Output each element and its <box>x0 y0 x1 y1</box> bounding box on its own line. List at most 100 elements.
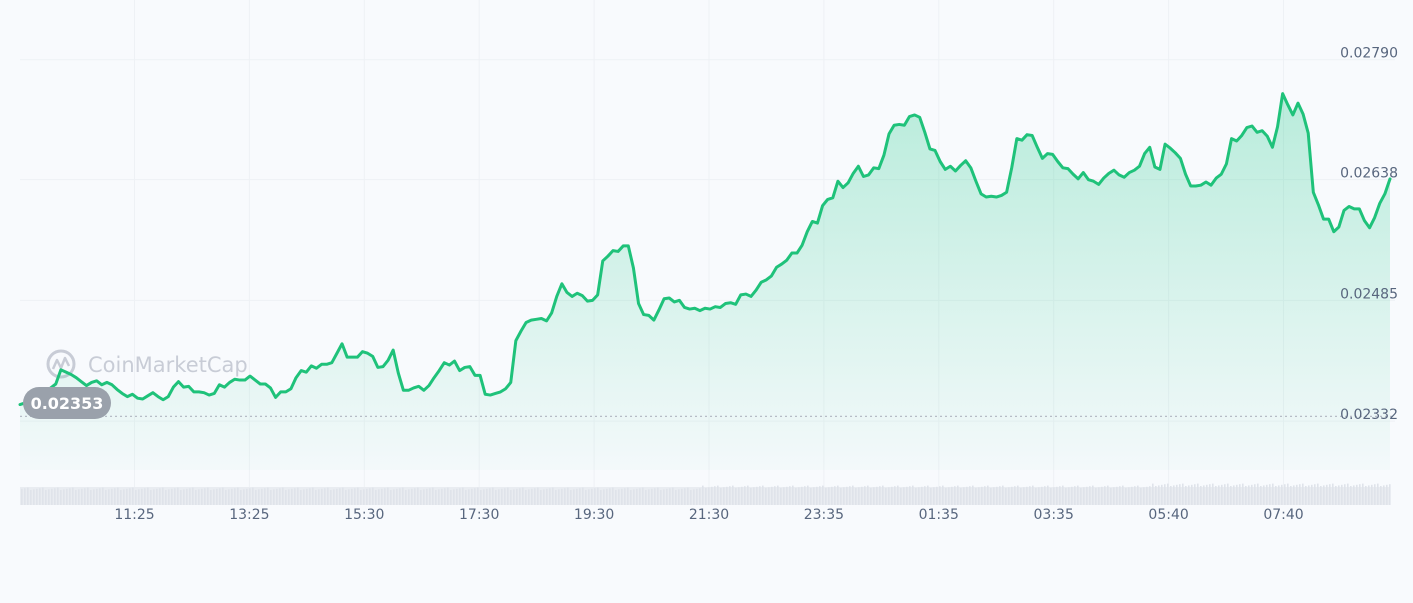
volume-bar <box>1350 486 1352 505</box>
volume-bar <box>942 485 944 505</box>
volume-bar <box>1191 484 1193 505</box>
volume-bar <box>1101 486 1103 505</box>
volume-bar <box>675 490 677 505</box>
volume-bar <box>1299 484 1301 505</box>
volume-bar <box>210 490 212 505</box>
volume-bar <box>630 490 632 505</box>
volume-bar <box>390 490 392 505</box>
volume-bar <box>153 489 155 505</box>
volume-bar <box>768 487 770 505</box>
volume-bar <box>552 487 554 505</box>
volume-bar <box>399 488 401 505</box>
x-tick-label: 15:30 <box>344 507 384 523</box>
volume-bar <box>75 490 77 505</box>
volume-bar <box>171 488 173 505</box>
volume-bar <box>420 490 422 505</box>
volume-bar <box>696 488 698 505</box>
volume-bar <box>1119 486 1121 505</box>
volume-bar <box>1311 484 1313 505</box>
volume-bar <box>567 487 569 505</box>
volume-bar <box>948 487 950 505</box>
volume-bar <box>444 488 446 505</box>
volume-bar <box>237 487 239 505</box>
volume-bar <box>483 489 485 505</box>
volume-bar <box>795 488 797 505</box>
volume-bar <box>912 485 914 505</box>
volume-bar <box>777 485 779 505</box>
volume-bar <box>1287 483 1289 505</box>
volume-bar <box>642 487 644 505</box>
volume-bar <box>276 488 278 505</box>
volume-bar <box>255 490 257 505</box>
volume-bar <box>1146 486 1148 505</box>
volume-bar <box>375 490 377 505</box>
volume-bar <box>1284 484 1286 505</box>
volume-bar <box>666 488 668 505</box>
x-tick-label: 13:25 <box>229 507 269 523</box>
volume-bar <box>1071 486 1073 505</box>
volume-bar <box>636 488 638 505</box>
volume-bar <box>1092 485 1094 505</box>
volume-bar <box>468 489 470 505</box>
volume-bar <box>840 488 842 505</box>
volume-bar <box>1143 487 1145 505</box>
volume-bar <box>594 488 596 505</box>
volume-bar <box>414 488 416 505</box>
volume-bar <box>525 490 527 505</box>
x-tick-label: 21:30 <box>689 507 729 523</box>
volume-bar <box>930 488 932 505</box>
volume-bar <box>114 488 116 505</box>
volume-bar <box>1344 484 1346 505</box>
volume-bar <box>981 486 983 505</box>
volume-bar <box>546 488 548 505</box>
volume-bar <box>1383 485 1385 505</box>
volume-bar <box>549 488 551 505</box>
volume-bar <box>612 487 614 505</box>
volume-bar <box>285 490 287 505</box>
volume-bar <box>21 488 23 505</box>
y-tick-label: 0.02790 <box>1340 46 1398 62</box>
volume-bar <box>1239 484 1241 505</box>
volume-bar <box>177 487 179 505</box>
volume-bar <box>312 487 314 505</box>
coinmarketcap-watermark: CoinMarketCap <box>46 349 248 379</box>
volume-bar <box>1338 485 1340 505</box>
volume-bar <box>1155 486 1157 505</box>
volume-bar <box>861 486 863 505</box>
volume-bar <box>447 487 449 505</box>
volume-bar <box>48 489 50 505</box>
volume-bar <box>822 485 824 505</box>
volume-bar <box>1206 484 1208 505</box>
volume-bar <box>564 488 566 505</box>
volume-bar <box>1233 485 1235 505</box>
volume-bar <box>891 486 893 505</box>
volume-bar <box>489 488 491 505</box>
volume-bar <box>1251 484 1253 505</box>
volume-bar <box>1185 486 1187 505</box>
volume-bar <box>1014 486 1016 505</box>
volume-bar <box>51 488 53 505</box>
volume-bar <box>1230 486 1232 505</box>
volume-bar <box>339 488 341 505</box>
volume-bar <box>1050 488 1052 505</box>
volume-bar <box>990 488 992 505</box>
volume-bar <box>1359 484 1361 505</box>
volume-bar <box>1176 484 1178 505</box>
volume-bar <box>243 489 245 505</box>
volume-bar <box>876 486 878 505</box>
volume-bar <box>732 485 734 505</box>
volume-bar <box>486 488 488 505</box>
volume-bar <box>60 490 62 505</box>
volume-bar <box>96 488 98 505</box>
volume-bar <box>1164 484 1166 505</box>
volume-bar <box>540 490 542 505</box>
volume-bar <box>270 490 272 505</box>
volume-bar <box>966 486 968 505</box>
volume-bar <box>750 488 752 505</box>
volume-bar <box>690 490 692 505</box>
volume-bar <box>1200 486 1202 505</box>
volume-bar <box>30 490 32 505</box>
volume-bar <box>741 486 743 505</box>
watermark-text: CoinMarketCap <box>88 353 248 377</box>
volume-bar <box>498 489 500 505</box>
